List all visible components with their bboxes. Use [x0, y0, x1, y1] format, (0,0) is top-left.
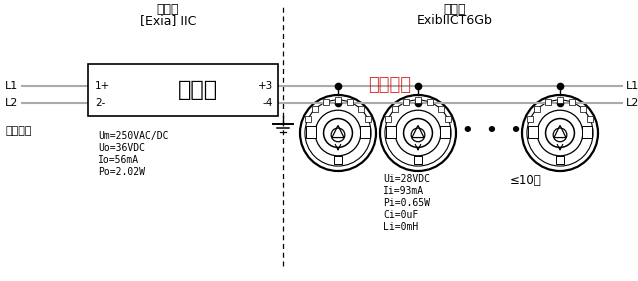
Bar	[313, 106, 318, 112]
Text: Uo=36VDC: Uo=36VDC	[98, 143, 145, 153]
Bar	[580, 106, 586, 112]
Bar	[545, 99, 551, 105]
Text: Ui=28VDC: Ui=28VDC	[383, 174, 430, 184]
Text: •  •  •: • • •	[462, 122, 522, 140]
Bar	[360, 126, 371, 138]
Text: Io=56mA: Io=56mA	[98, 155, 139, 165]
Bar	[88, 64, 278, 116]
Text: L2: L2	[626, 98, 638, 108]
Bar	[438, 106, 443, 112]
Text: -4: -4	[263, 98, 273, 108]
Text: Pi=0.65W: Pi=0.65W	[383, 198, 430, 208]
Bar	[587, 116, 593, 122]
Bar	[414, 156, 422, 164]
Bar	[445, 116, 451, 122]
Text: Ii=93mA: Ii=93mA	[383, 186, 424, 196]
Text: 火灾防网: 火灾防网	[369, 76, 412, 94]
Text: ExibIICT6Gb: ExibIICT6Gb	[417, 14, 493, 27]
Text: 报警总线: 报警总线	[5, 126, 31, 136]
Bar	[365, 116, 371, 122]
Bar	[335, 97, 341, 103]
Text: Po=2.02W: Po=2.02W	[98, 167, 145, 177]
Bar	[427, 99, 433, 105]
Text: 1+: 1+	[95, 81, 110, 91]
Bar	[385, 116, 391, 122]
Bar	[306, 126, 316, 138]
Bar	[556, 156, 564, 164]
Bar	[392, 106, 398, 112]
Text: L2: L2	[5, 98, 19, 108]
Bar	[323, 99, 329, 105]
Bar	[385, 126, 396, 138]
Bar	[305, 116, 311, 122]
Text: Ci=0uF: Ci=0uF	[383, 210, 419, 220]
Bar	[528, 126, 538, 138]
Bar	[358, 106, 364, 112]
Bar	[415, 97, 421, 103]
Bar	[582, 126, 592, 138]
Text: [Exia] IIC: [Exia] IIC	[140, 14, 197, 27]
Bar	[334, 156, 342, 164]
Text: L1: L1	[626, 81, 638, 91]
Text: Um=250VAC/DC: Um=250VAC/DC	[98, 131, 168, 141]
Text: +3: +3	[258, 81, 273, 91]
Bar	[534, 106, 540, 112]
Bar	[557, 97, 563, 103]
Text: 危险区: 危险区	[444, 3, 466, 16]
Text: 安全区: 安全区	[157, 3, 179, 16]
Bar	[403, 99, 409, 105]
Text: 安全栅: 安全栅	[178, 80, 218, 100]
Text: 2-: 2-	[95, 98, 105, 108]
Bar	[440, 126, 450, 138]
Bar	[527, 116, 533, 122]
Text: Li=0mH: Li=0mH	[383, 222, 419, 232]
Bar	[347, 99, 353, 105]
Bar	[569, 99, 575, 105]
Text: L1: L1	[5, 81, 19, 91]
Text: ≤10只: ≤10只	[510, 174, 542, 187]
